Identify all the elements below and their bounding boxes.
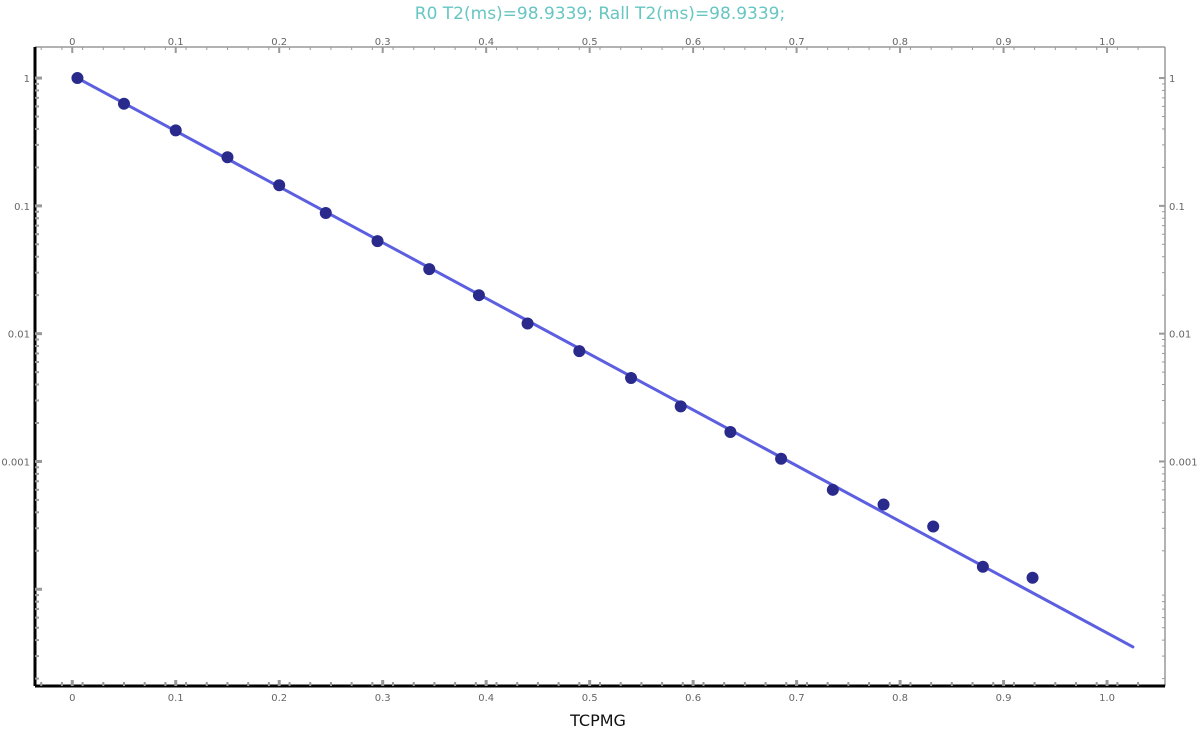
y-tick-label-left: 0.001 xyxy=(1,457,30,468)
x-tick-label-bottom: 0.3 xyxy=(375,693,391,704)
x-tick-label-top: 0.6 xyxy=(685,37,701,48)
x-tick-label-bottom: 0.8 xyxy=(892,693,908,704)
data-point xyxy=(273,179,286,192)
x-tick-label-bottom: 0.5 xyxy=(582,693,598,704)
data-point xyxy=(927,520,940,533)
y-tick-label-right: 0.01 xyxy=(1169,330,1191,341)
x-tick-label-top: 0.7 xyxy=(789,37,805,48)
data-point xyxy=(371,235,384,248)
x-tick-label-top: 0 xyxy=(69,37,75,48)
data-point xyxy=(976,560,989,573)
x-tick-label-bottom: 0.6 xyxy=(685,693,701,704)
x-tick-label-top: 0.9 xyxy=(996,37,1012,48)
x-tick-label-top: 1.0 xyxy=(1099,37,1115,48)
data-point xyxy=(472,289,485,302)
plot-frame xyxy=(33,46,1166,688)
data-point xyxy=(724,426,737,439)
data-point xyxy=(319,206,332,219)
tick-labels: 0 0 0.1 0.1 0.2 0.2 0.3 0.3 0.4 0.4 0.5 0.5 0.6 0.6 0.… xyxy=(1,37,1197,704)
x-tick-label-bottom: 0.9 xyxy=(996,693,1012,704)
data-point xyxy=(573,345,586,358)
y-tick-label-right: 0.1 xyxy=(1169,202,1185,213)
x-tick-label-bottom: 0.2 xyxy=(271,693,287,704)
x-tick-label-top: 0.8 xyxy=(892,37,908,48)
x-tick-label-bottom: 0.1 xyxy=(168,693,184,704)
x-tick-label-bottom: 0.7 xyxy=(789,693,805,704)
y-tick-label-right: 1 xyxy=(1169,74,1175,85)
x-tick-label-top: 0.4 xyxy=(478,37,494,48)
fit-line xyxy=(75,76,1135,649)
y-tick-label-right: 0.001 xyxy=(1169,457,1198,468)
chart-title: R0 T2(ms)=98.9339; Rall T2(ms)=98.9339; xyxy=(414,4,786,24)
x-tick-label-top: 0.5 xyxy=(582,37,598,48)
x-tick-label-bottom: 1.0 xyxy=(1099,693,1115,704)
data-point xyxy=(169,124,182,137)
data-point xyxy=(826,483,839,496)
data-point xyxy=(221,151,234,164)
x-tick-label-top: 0.3 xyxy=(375,37,391,48)
data-point xyxy=(71,72,84,85)
x-tick-label-bottom: 0 xyxy=(69,693,75,704)
data-point xyxy=(521,317,534,330)
axis-ticks xyxy=(35,47,1165,686)
data-point xyxy=(1026,571,1039,584)
x-tick-label-top: 0.2 xyxy=(271,37,287,48)
y-tick-label-left: 0.1 xyxy=(14,202,30,213)
data-point xyxy=(423,263,436,276)
data-point xyxy=(877,498,890,511)
data-point xyxy=(775,452,788,465)
data-points xyxy=(71,72,1039,584)
fit-line-group xyxy=(75,76,1135,649)
x-tick-label-bottom: 0.4 xyxy=(478,693,494,704)
data-point xyxy=(674,400,687,413)
x-tick-label-top: 0.1 xyxy=(168,37,184,48)
y-tick-label-left: 0.01 xyxy=(8,330,30,341)
data-point xyxy=(625,371,638,384)
x-axis-label: TCPMG xyxy=(569,711,626,730)
data-point xyxy=(117,97,130,110)
y-tick-label-left: 1 xyxy=(24,74,30,85)
